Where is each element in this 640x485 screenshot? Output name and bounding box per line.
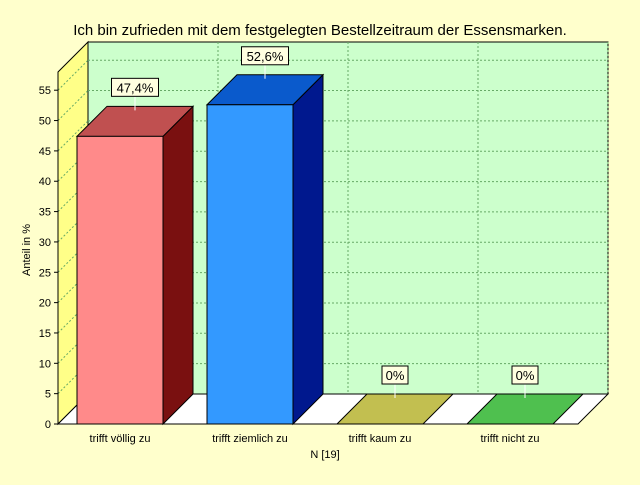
data-label-box (111, 77, 159, 97)
x-tick-label: trifft völlig zu (90, 433, 151, 445)
y-axis-title: Anteil in % (21, 224, 33, 276)
y-tick-label: 30 (39, 237, 51, 249)
data-label-box (511, 365, 539, 385)
gridline-wall (57, 181, 89, 212)
y-tick-label: 10 (39, 358, 51, 370)
y-tick-label: 0 (45, 419, 51, 431)
x-axis-title: N [19] (310, 449, 339, 461)
gridline-wall (57, 211, 89, 243)
bar-side (292, 73, 324, 426)
x-tick-label: trifft ziemlich zu (212, 433, 288, 445)
gridline-wall (57, 272, 89, 303)
data-label: 0% (386, 368, 405, 383)
y-tick-label: 25 (39, 267, 51, 279)
gridline-wall (57, 90, 89, 121)
gridline-wall (57, 302, 89, 334)
gridline-wall (57, 150, 89, 182)
x-tick-label: trifft kaum zu (349, 433, 412, 445)
y-tick-label: 45 (39, 146, 51, 158)
gridline-wall (57, 120, 89, 152)
y-tick-label: 35 (39, 207, 51, 219)
y-tick-label: 5 (45, 389, 51, 401)
axes-layer: trifft völlig zu trifft ziemlich zu trifft… (39, 72, 540, 445)
y-tick-label: 50 (39, 116, 51, 128)
bar (206, 104, 294, 425)
data-label: 0% (516, 368, 535, 383)
bar-flat (465, 393, 585, 425)
y-tick-label: 15 (39, 328, 51, 340)
bar (76, 135, 164, 425)
chart-title: Ich bin zufrieden mit dem festgelegten B… (73, 22, 567, 39)
data-label-box (381, 365, 409, 385)
gridline-wall (57, 363, 89, 395)
data-label-box (241, 46, 289, 66)
gridline-wall (57, 332, 89, 364)
x-tick-label: trifft nicht zu (480, 433, 539, 445)
y-tick-label: 40 (39, 176, 51, 188)
data-labels-layer: 47,4% 52,6% 0% 0% (111, 46, 539, 398)
y-tick-label: 55 (39, 85, 51, 97)
gridline-wall (57, 241, 89, 273)
gridline-wall (57, 59, 89, 91)
bars-layer (75, 73, 585, 426)
bar-flat (335, 393, 455, 425)
y-tick-label: 20 (39, 298, 51, 310)
bar-side (162, 105, 194, 426)
data-label: 47,4% (117, 80, 154, 95)
data-label: 52,6% (247, 49, 284, 64)
